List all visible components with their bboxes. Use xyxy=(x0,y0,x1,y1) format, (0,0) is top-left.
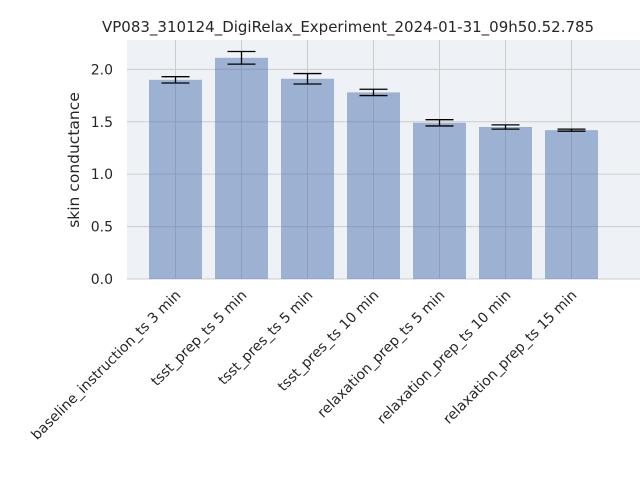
y-tick-label: 1.5 xyxy=(91,115,113,131)
bars xyxy=(149,57,598,279)
bar xyxy=(347,92,400,279)
error-bar xyxy=(425,119,454,127)
x-tick-label: relaxation_prep_ts 5 min xyxy=(315,288,449,422)
error-bar xyxy=(557,128,586,132)
y-tick-label: 1.0 xyxy=(91,167,113,183)
bar xyxy=(215,57,268,279)
y-axis-ticks: 0.0 0.5 1.0 1.5 2.0 xyxy=(91,62,113,288)
error-bars xyxy=(161,50,586,132)
error-bar xyxy=(491,124,520,130)
x-tick-label: relaxation_prep_ts 10 min xyxy=(374,288,514,428)
chart-title: VP083_310124_DigiRelax_Experiment_2024-0… xyxy=(102,18,594,37)
bar xyxy=(479,127,532,279)
error-bar xyxy=(293,72,322,85)
error-bar xyxy=(359,88,388,97)
y-tick-label: 0.5 xyxy=(91,220,113,236)
error-bar xyxy=(227,50,256,65)
y-axis-label: skin conductance xyxy=(65,92,83,228)
y-tick-label: 0.0 xyxy=(91,272,113,288)
bar xyxy=(281,78,334,279)
x-tick-label: relaxation_prep_ts 15 min xyxy=(440,288,580,428)
x-axis-ticks: baseline_instruction_ts 3 mintsst_prep_t… xyxy=(29,288,581,444)
error-bar xyxy=(161,76,190,84)
bar xyxy=(149,79,202,279)
bar xyxy=(545,130,598,279)
bar xyxy=(413,122,466,279)
y-tick-label: 2.0 xyxy=(91,62,113,78)
